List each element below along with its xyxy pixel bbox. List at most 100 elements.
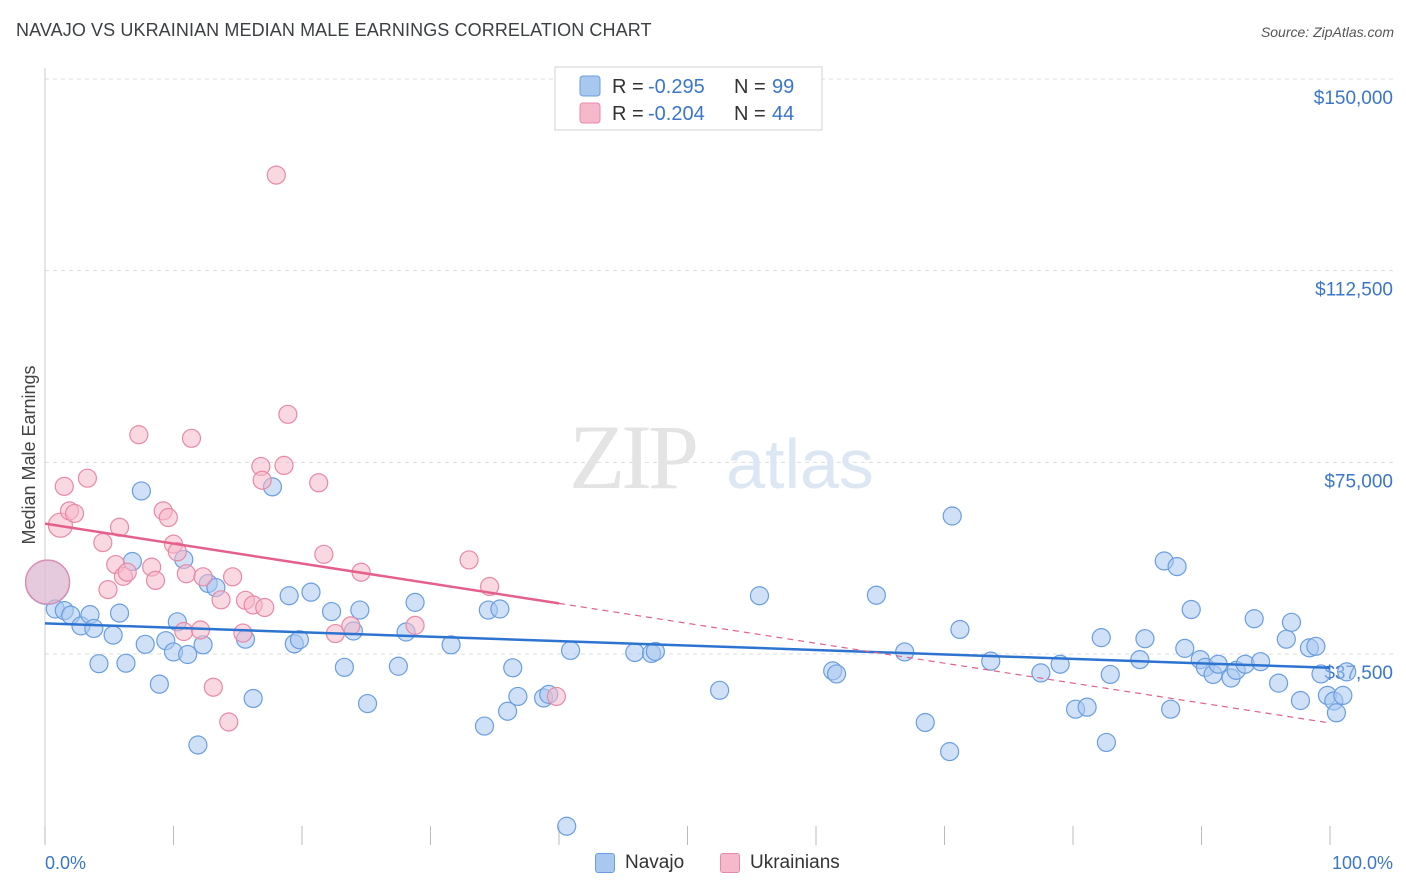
legend-r-label-navajo: R = bbox=[612, 76, 644, 98]
data-point bbox=[266, 165, 286, 185]
x-tick-label-100: 100.0% bbox=[1332, 853, 1393, 873]
data-point bbox=[321, 601, 342, 622]
legend-swatch-navajo-bottom bbox=[595, 853, 615, 873]
legend-n-value-ukrainians: 44 bbox=[772, 103, 794, 125]
data-point bbox=[1333, 685, 1353, 706]
data-point bbox=[1175, 638, 1195, 658]
navajo-points bbox=[24, 477, 1357, 836]
data-point bbox=[826, 664, 847, 684]
data-point bbox=[1181, 599, 1201, 620]
data-point bbox=[93, 532, 113, 553]
data-point bbox=[211, 590, 231, 610]
legend-item-ukrainians[interactable]: Ukrainians bbox=[720, 852, 840, 874]
legend-label-navajo: Navajo bbox=[625, 852, 685, 873]
data-point bbox=[176, 564, 196, 584]
legend-r-value-ukrainians: -0.204 bbox=[648, 103, 705, 125]
data-point bbox=[1251, 652, 1271, 672]
data-point bbox=[203, 677, 223, 697]
y-tick-label: $112,500 bbox=[1315, 280, 1393, 301]
data-point bbox=[314, 544, 334, 564]
y-tick-labels: $37,500 $75,000 $112,500 $150,000 bbox=[1314, 88, 1393, 684]
data-point bbox=[546, 686, 567, 707]
data-point bbox=[341, 616, 361, 636]
data-point bbox=[174, 621, 194, 642]
data-point bbox=[557, 816, 577, 836]
grid bbox=[45, 78, 1395, 655]
data-point bbox=[145, 570, 166, 591]
data-point bbox=[1130, 650, 1150, 670]
legend-swatch-ukrainians bbox=[579, 102, 601, 124]
data-point bbox=[1281, 612, 1302, 632]
data-point bbox=[135, 634, 155, 654]
data-point bbox=[158, 507, 178, 528]
data-point bbox=[405, 615, 425, 635]
data-point bbox=[219, 712, 239, 732]
data-point bbox=[129, 425, 149, 445]
data-point bbox=[474, 716, 495, 736]
data-point bbox=[350, 600, 370, 620]
legend-item-navajo[interactable]: Navajo bbox=[595, 852, 684, 874]
data-point bbox=[1268, 673, 1289, 693]
data-point bbox=[131, 481, 151, 501]
data-point bbox=[117, 562, 137, 582]
navajo-trend-line bbox=[44, 622, 1331, 670]
data-point bbox=[193, 567, 213, 587]
data-point bbox=[274, 455, 294, 475]
data-point bbox=[64, 503, 85, 524]
data-point bbox=[388, 656, 408, 676]
data-point bbox=[334, 657, 355, 677]
data-point bbox=[289, 630, 310, 650]
data-point bbox=[1096, 732, 1117, 753]
data-point bbox=[77, 468, 98, 488]
data-point bbox=[1091, 628, 1111, 648]
data-point bbox=[357, 693, 378, 714]
stats-legend: R = -0.295 N = 99 R = -0.204 N = 44 bbox=[554, 66, 823, 131]
ukrainian-trend-extension bbox=[558, 602, 1331, 724]
chart-title: NAVAJO VS UKRAINIAN MEDIAN MALE EARNINGS… bbox=[16, 20, 652, 40]
data-point bbox=[866, 585, 886, 605]
data-point bbox=[1244, 609, 1264, 629]
data-point bbox=[1306, 636, 1326, 656]
data-point bbox=[255, 597, 275, 618]
data-point bbox=[24, 559, 71, 605]
data-point bbox=[109, 603, 130, 623]
source-label: Source: ZipAtlas.com bbox=[1260, 24, 1394, 40]
data-point bbox=[459, 550, 479, 570]
data-point bbox=[1337, 662, 1357, 682]
data-point bbox=[1167, 556, 1187, 577]
data-point bbox=[84, 618, 104, 639]
data-point bbox=[278, 404, 298, 424]
y-tick-label: $75,000 bbox=[1324, 471, 1393, 492]
watermark: ZIP atlas bbox=[569, 406, 874, 508]
data-point bbox=[167, 542, 187, 562]
data-point bbox=[749, 586, 770, 606]
data-point bbox=[1100, 664, 1120, 685]
legend-n-label-navajo: N = bbox=[734, 76, 766, 98]
data-point bbox=[942, 506, 962, 526]
data-point bbox=[915, 712, 935, 733]
legend-r-value-navajo: -0.295 bbox=[648, 76, 705, 98]
ukrainian-trend-line bbox=[44, 522, 560, 605]
data-point bbox=[1290, 690, 1311, 711]
data-point bbox=[508, 686, 528, 707]
data-point bbox=[149, 674, 169, 694]
data-point bbox=[1276, 629, 1296, 649]
data-point bbox=[181, 428, 202, 448]
legend-n-value-navajo: 99 bbox=[772, 76, 794, 98]
legend-swatch-ukrainians-bottom bbox=[720, 853, 740, 873]
data-point bbox=[1135, 629, 1155, 649]
data-point bbox=[940, 742, 960, 762]
data-point bbox=[98, 579, 118, 600]
data-point bbox=[89, 654, 109, 674]
y-axis-label: Median Male Earnings bbox=[19, 365, 39, 544]
watermark-atlas: atlas bbox=[726, 425, 874, 503]
data-point bbox=[441, 635, 461, 655]
data-point bbox=[498, 701, 518, 721]
data-point bbox=[1311, 664, 1331, 684]
data-point bbox=[405, 592, 425, 612]
data-point bbox=[116, 653, 136, 673]
data-point bbox=[490, 599, 510, 619]
data-point bbox=[178, 644, 198, 665]
data-point bbox=[560, 640, 581, 661]
legend-n-label-ukrainians: N = bbox=[734, 103, 766, 125]
